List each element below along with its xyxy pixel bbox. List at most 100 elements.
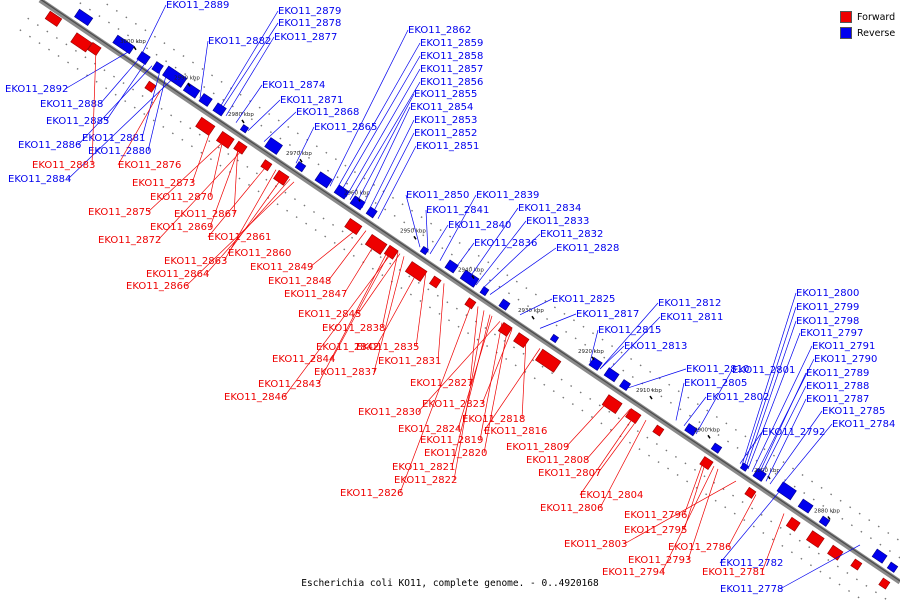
forward-gene: [404, 261, 428, 282]
ruler-tick: [133, 46, 137, 51]
gene-label-reverse: EKO11_2788: [806, 381, 869, 392]
gene-label-forward: EKO11_2849: [250, 262, 313, 273]
gene-label-reverse: EKO11_2885: [46, 116, 109, 127]
gene-label-connector: [589, 329, 599, 363]
gene-label-connector: [415, 271, 427, 348]
gene-label-forward: EKO11_2883: [32, 160, 95, 171]
forward-gene: [513, 332, 530, 349]
gene-label-reverse: EKO11_2840: [448, 220, 511, 231]
gene-label-connector: [683, 460, 707, 531]
gene-label-forward: EKO11_2864: [146, 269, 209, 280]
gene-label-forward: EKO11_2843: [258, 379, 321, 390]
reverse-gene: [603, 367, 620, 383]
gene-label-connector: [597, 415, 641, 474]
gene-label-connector: [457, 315, 493, 430]
forward-swatch: [840, 11, 852, 23]
gene-label-reverse: EKO11_2879: [278, 6, 341, 17]
gene-label-reverse: EKO11_2850: [406, 190, 469, 201]
gene-label-reverse: EKO11_2839: [476, 190, 539, 201]
gene-label-forward: EKO11_2819: [420, 435, 483, 446]
gene-label-connector: [219, 22, 279, 113]
gene-label-connector: [295, 126, 315, 164]
gene-label-connector: [769, 410, 823, 485]
ruler-tick: [531, 315, 535, 320]
gene-label-reverse: EKO11_2874: [262, 80, 325, 91]
gene-label-connector: [373, 256, 405, 373]
reverse-gene: [151, 61, 164, 74]
gene-label-forward: EKO11_2869: [150, 222, 213, 233]
reverse-gene: [264, 137, 283, 155]
gene-label-forward: EKO11_2842: [316, 342, 379, 353]
gene-label-forward: EKO11_2873: [132, 178, 195, 189]
ruler-tick: [187, 82, 191, 87]
gene-label-reverse: EKO11_2854: [410, 102, 473, 113]
gene-label-reverse: EKO11_2812: [658, 298, 721, 309]
gene-label-reverse: EKO11_2784: [832, 419, 895, 430]
gene-label-forward: EKO11_2831: [378, 356, 441, 367]
gene-label-forward: EKO11_2860: [228, 248, 291, 259]
gene-label-connector: [743, 306, 797, 467]
gene-label-forward: EKO11_2872: [98, 235, 161, 246]
gene-label-reverse: EKO11_2811: [660, 312, 723, 323]
forward-gene: [878, 577, 891, 590]
gene-label-reverse: EKO11_2858: [420, 51, 483, 62]
forward-gene: [744, 486, 757, 499]
gene-label-connector: [469, 306, 479, 384]
gene-label-connector: [747, 332, 801, 470]
forward-gene: [534, 348, 562, 373]
forward-gene: [273, 169, 290, 186]
gene-label-reverse: EKO11_2782: [720, 558, 783, 569]
ruler-label: 2960 kbp: [344, 190, 370, 196]
gene-label-reverse: EKO11_2855: [414, 89, 477, 100]
gene-label-connector: [623, 480, 737, 545]
gene-label-reverse: EKO11_2800: [796, 288, 859, 299]
legend-item-forward: Forward: [840, 9, 895, 25]
gene-label-reverse: EKO11_2836: [474, 238, 537, 249]
gene-label-forward: EKO11_2847: [284, 289, 347, 300]
gene-label-connector: [147, 136, 229, 213]
gene-label-connector: [67, 79, 173, 180]
gene-label-connector: [247, 99, 281, 132]
gene-label-connector: [661, 465, 715, 573]
ruler-label: 3000 kbp: [120, 39, 146, 45]
forward-gene: [785, 516, 801, 532]
track-dots: [74, 0, 900, 559]
gene-label-connector: [479, 322, 503, 441]
reverse-gene: [162, 65, 188, 88]
gene-label-reverse: EKO11_2798: [796, 316, 859, 327]
gene-label-connector: [327, 230, 367, 282]
gene-label-connector: [217, 10, 279, 111]
forward-gene: [344, 217, 363, 236]
gene-label-connector: [209, 134, 225, 198]
gene-label-forward: EKO11_2796: [624, 510, 687, 521]
gene-label-connector: [309, 226, 361, 268]
gene-label-connector: [453, 310, 485, 481]
gene-label-connector: [117, 91, 161, 166]
gene-label-forward: EKO11_2861: [208, 232, 271, 243]
gene-label-reverse: EKO11_2880: [88, 146, 151, 157]
gene-label-connector: [343, 238, 379, 295]
gene-label-connector: [683, 396, 707, 427]
forward-gene: [428, 275, 442, 289]
gene-label-reverse: EKO11_2886: [18, 140, 81, 151]
forward-gene: [383, 244, 399, 260]
gene-label-connector: [235, 84, 263, 123]
reverse-gene: [349, 195, 366, 211]
gene-label-connector: [627, 368, 687, 389]
ruler-tick: [591, 356, 595, 361]
gene-label-forward: EKO11_2866: [126, 281, 189, 292]
gene-label-reverse: EKO11_2815: [598, 325, 661, 336]
gene-label-connector: [349, 81, 421, 200]
gene-label-connector: [207, 164, 269, 238]
gene-label-connector: [375, 266, 421, 348]
reverse-gene: [818, 515, 831, 527]
reverse-gene: [498, 298, 511, 311]
forward-gene: [70, 32, 93, 53]
gene-label-reverse: EKO11_2799: [796, 302, 859, 313]
reverse-gene: [459, 269, 480, 288]
forward-gene: [233, 140, 248, 155]
gene-label-forward: EKO11_2826: [340, 488, 403, 499]
gene-label-forward: EKO11_2804: [580, 490, 643, 501]
reverse-gene: [239, 124, 250, 134]
